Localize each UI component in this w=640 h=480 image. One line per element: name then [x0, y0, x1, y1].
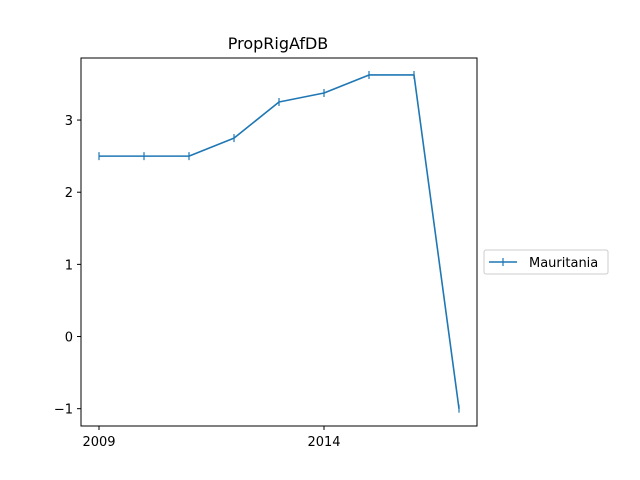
- chart-title: PropRigAfDB: [228, 34, 329, 53]
- plot-area-frame: [80, 57, 478, 427]
- y-tick-label: 0: [65, 331, 73, 346]
- y-tick-label: 3: [65, 114, 73, 129]
- y-tick-label: 2: [65, 186, 73, 201]
- legend-box: [483, 249, 609, 275]
- y-tick-label: 1: [65, 258, 73, 273]
- legend: Mauritania: [483, 249, 609, 275]
- x-tick-label: 2009: [82, 435, 115, 450]
- legend-label-mauritania: Mauritania: [529, 256, 598, 271]
- y-tick-label: −1: [54, 403, 73, 418]
- x-tick-label: 2014: [307, 435, 340, 450]
